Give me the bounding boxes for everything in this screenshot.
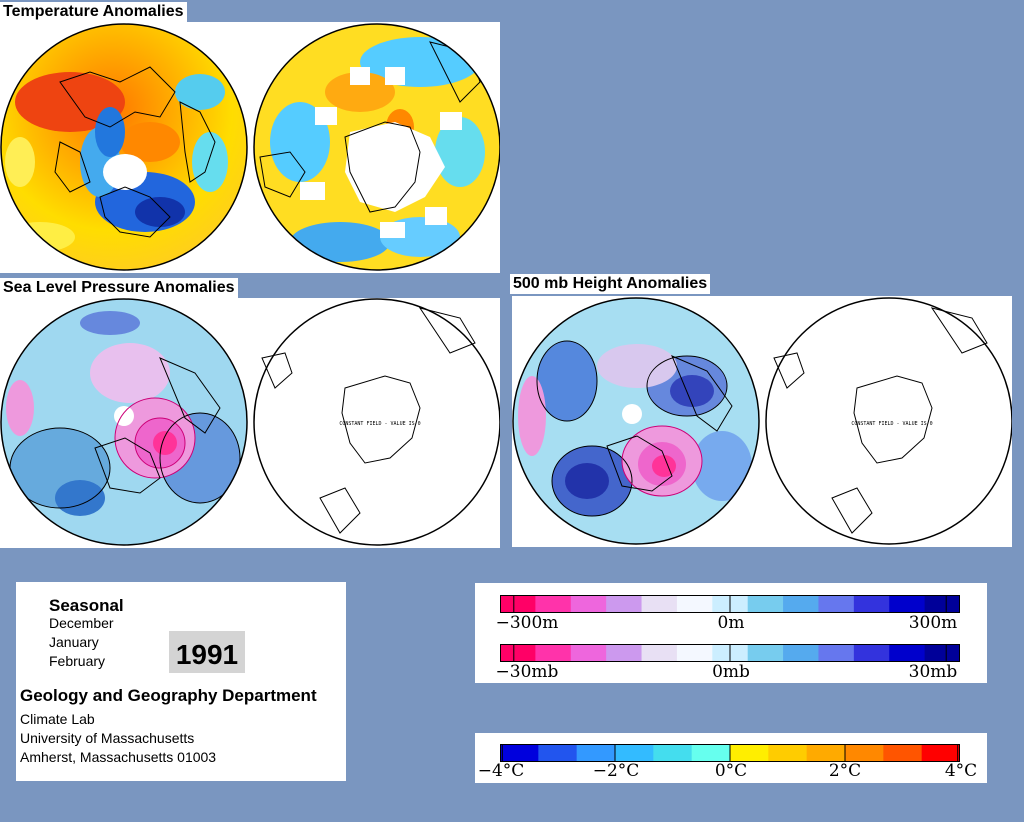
height500-anomalies-panel: CONSTANT FIELD - VALUE IS 0 — [512, 296, 1012, 547]
temperature-anomalies-title: Temperature Anomalies — [0, 2, 187, 22]
color-swatch — [606, 644, 643, 662]
height500-southern-map: CONSTANT FIELD - VALUE IS 0 — [765, 297, 1012, 545]
color-swatch — [818, 644, 855, 662]
slp-tick-min: −30mb — [495, 662, 559, 682]
color-bar-border — [500, 744, 960, 762]
temp-tick-plus4: 4°C — [944, 761, 978, 781]
department-name: Geology and Geography Department — [20, 686, 317, 705]
color-swatch — [615, 744, 654, 762]
temperature-southern-map — [254, 24, 500, 270]
color-bar-border — [500, 644, 960, 662]
height500-anomalies-title: 500 mb Height Anomalies — [510, 274, 711, 294]
color-swatch — [691, 744, 731, 762]
color-bar-border — [500, 595, 960, 613]
color-swatch — [606, 595, 643, 613]
color-swatch — [747, 644, 784, 662]
pressure-height-legend: −300m 0m 300m −30mb 0mb 30mb — [475, 583, 987, 683]
slp-tick-zero: 0mb — [712, 662, 750, 682]
address-line: Amherst, Massachusetts 01003 — [20, 749, 217, 765]
height-tick-min: −300m — [495, 613, 559, 633]
color-swatch — [653, 744, 693, 762]
seasonal-label: Seasonal — [49, 596, 124, 615]
color-swatch — [676, 644, 713, 662]
color-swatch — [535, 595, 572, 613]
temperature-northern-map — [1, 24, 247, 270]
lab-name: Climate Lab — [20, 711, 95, 727]
height-tick-zero: 0m — [717, 613, 745, 633]
slp-tick-max: 30mb — [908, 662, 958, 682]
year-badge: 1991 — [169, 631, 245, 673]
slp-northern-map — [1, 299, 247, 545]
slp-color-bar — [500, 644, 960, 662]
height500-constant-field-label: CONSTANT FIELD - VALUE IS 0 — [851, 421, 932, 427]
temp-tick-minus4: −4°C — [477, 761, 525, 781]
month-february: February — [49, 653, 106, 669]
slp-anomalies-title: Sea Level Pressure Anomalies — [0, 278, 238, 298]
height500-northern-map — [513, 298, 759, 544]
color-swatch — [853, 644, 890, 662]
color-swatch — [883, 744, 923, 762]
color-swatch — [570, 644, 607, 662]
color-swatch — [818, 595, 855, 613]
temperature-legend: −4°C −2°C 0°C 2°C 4°C — [475, 733, 987, 783]
temp-tick-plus2: 2°C — [828, 761, 862, 781]
color-swatch — [576, 744, 616, 762]
color-swatch — [806, 744, 846, 762]
color-swatch — [783, 595, 819, 613]
temperature-color-bar — [500, 744, 960, 762]
color-swatch — [768, 744, 808, 762]
slp-constant-field-label: CONSTANT FIELD - VALUE IS 0 — [339, 421, 420, 427]
color-swatch — [845, 744, 884, 762]
color-swatch — [889, 644, 926, 662]
color-swatch — [853, 595, 890, 613]
color-swatch — [676, 595, 713, 613]
color-swatch — [921, 744, 960, 762]
color-swatch — [924, 595, 960, 613]
month-january: January — [49, 634, 99, 650]
color-swatch — [641, 595, 678, 613]
slp-anomalies-panel: CONSTANT FIELD - VALUE IS 0 — [0, 298, 500, 548]
temp-tick-zero: 0°C — [714, 761, 748, 781]
color-swatch — [924, 644, 960, 662]
color-swatch — [730, 744, 769, 762]
temperature-anomalies-panel — [0, 22, 500, 273]
color-swatch — [535, 644, 572, 662]
color-swatch — [500, 595, 536, 613]
month-december: December — [49, 615, 114, 631]
height-color-bar — [500, 595, 960, 613]
info-box: Seasonal December January February 1991 … — [16, 582, 346, 781]
color-swatch — [641, 644, 678, 662]
color-swatch — [747, 595, 784, 613]
color-swatch — [570, 595, 607, 613]
color-swatch — [500, 644, 536, 662]
color-swatch — [889, 595, 926, 613]
temp-tick-minus2: −2°C — [592, 761, 640, 781]
university-name: University of Massachusetts — [20, 730, 195, 746]
slp-southern-map: CONSTANT FIELD - VALUE IS 0 — [253, 298, 500, 546]
height-tick-max: 300m — [908, 613, 958, 633]
color-swatch — [500, 744, 539, 762]
color-swatch — [783, 644, 819, 662]
color-swatch — [538, 744, 578, 762]
